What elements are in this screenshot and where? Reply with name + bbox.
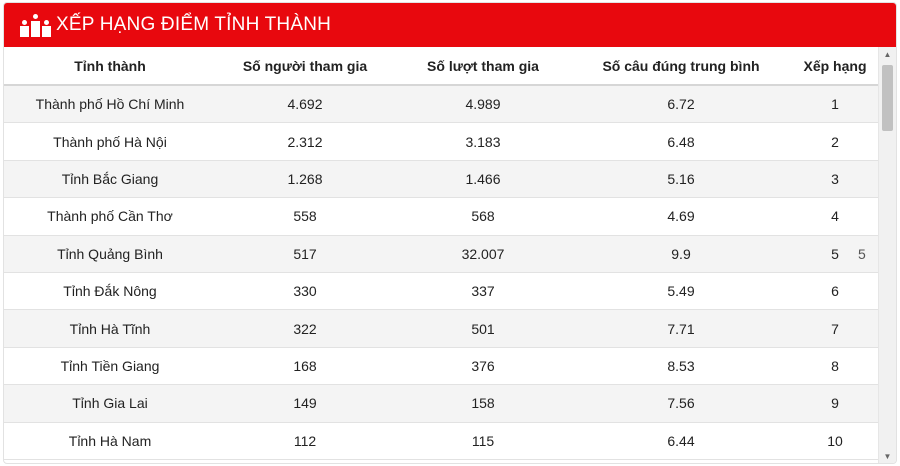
cell-province: Tỉnh Quảng Bình (57, 245, 163, 262)
cell-province: Tỉnh Gia Lai (72, 395, 148, 412)
cell-attempts: 158 (471, 395, 495, 412)
table-row[interactable]: Tỉnh Bắc Giang 1.268 1.466 5.16 3 (4, 160, 880, 199)
cell-participants: 330 (293, 283, 317, 300)
cell-avg-correct: 6.48 (667, 133, 695, 150)
cell-rank: 7 (831, 320, 839, 337)
cell-participants: 149 (293, 395, 317, 412)
cell-rank: 6 (831, 283, 839, 300)
cell-province: Tỉnh Hà Nam (68, 432, 152, 449)
cell-participants: 1.268 (287, 170, 323, 187)
cell-participants: 112 (293, 432, 317, 449)
cell-avg-correct: 6.44 (667, 432, 695, 449)
cell-rank: 8 (831, 357, 839, 374)
table-row[interactable]: Tỉnh Hà Nam 112 115 6.44 10 (4, 423, 880, 460)
table-row[interactable]: Thành phố Hồ Chí Minh 4.692 4.989 6.72 1 (4, 86, 880, 124)
cell-rank: 5 (831, 245, 839, 262)
cell-attempts: 1.466 (465, 170, 501, 187)
column-header-attempts[interactable]: Số lượt tham gia (427, 57, 539, 74)
column-header-province[interactable]: Tỉnh thành (74, 57, 146, 74)
cell-province: Thành phố Hà Nội (53, 133, 167, 150)
cell-participants: 4.692 (287, 96, 323, 113)
cell-avg-correct: 7.71 (667, 320, 695, 337)
cell-attempts: 376 (471, 357, 495, 374)
cell-attempts: 4.989 (465, 96, 501, 113)
table-body: Thành phố Hồ Chí Minh 4.692 4.989 6.72 1 Thàn… (4, 86, 880, 460)
cell-attempts: 337 (471, 283, 495, 300)
cell-province: Tỉnh Bắc Giang (61, 170, 159, 187)
table-row[interactable]: Tỉnh Quảng Bình 517 32.007 9.9 5 (4, 235, 880, 273)
cell-participants: 517 (293, 245, 317, 262)
panel-title: XẾP HẠNG ĐIỂM TỈNH THÀNH (56, 14, 332, 35)
column-header-rank[interactable]: Xếp hạng (803, 57, 867, 74)
province-ranking-panel: XẾP HẠNG ĐIỂM TỈNH THÀNH Tỉnh thành Số n… (3, 2, 897, 464)
cell-attempts: 3.183 (465, 133, 501, 150)
cell-participants: 2.312 (287, 133, 323, 150)
ranking-table: Tỉnh thành Số người tham gia Số lượt tha… (4, 47, 880, 463)
cell-province: Tỉnh Hà Tĩnh (69, 320, 151, 337)
scrollbar-thumb[interactable] (882, 65, 893, 131)
cell-participants: 558 (293, 208, 317, 225)
cell-province: Tỉnh Đắk Nông (63, 283, 157, 300)
table-row[interactable]: Tỉnh Gia Lai 149 158 7.56 9 (4, 385, 880, 423)
cell-attempts: 32.007 (461, 245, 505, 262)
column-header-participants[interactable]: Số người tham gia (242, 57, 368, 74)
cell-province: Thành phố Hồ Chí Minh (35, 96, 185, 113)
cell-avg-correct: 7.56 (667, 395, 695, 412)
cell-avg-correct: 4.69 (667, 208, 695, 225)
cell-rank: 9 (831, 395, 839, 412)
cell-rank: 3 (831, 170, 839, 187)
cell-avg-correct: 9.9 (671, 245, 691, 262)
column-header-avg-correct[interactable]: Số câu đúng trung bình (602, 57, 760, 74)
cell-avg-correct: 5.49 (667, 283, 695, 300)
cell-rank: 1 (831, 96, 839, 113)
table-row[interactable]: Thành phố Cần Thơ 558 568 4.69 4 (4, 198, 880, 236)
cell-rank: 2 (831, 133, 839, 150)
table-row[interactable]: Tỉnh Hà Tĩnh 322 501 7.71 7 (4, 310, 880, 348)
scroll-up-arrow-icon[interactable]: ▲ (883, 50, 892, 59)
cell-attempts: 568 (471, 208, 495, 225)
cell-rank: 10 (827, 432, 843, 449)
cell-participants: 322 (293, 320, 317, 337)
cell-province: Thành phố Cần Thơ (47, 208, 173, 225)
stray-rank-text: 5 (858, 246, 866, 262)
scroll-down-arrow-icon[interactable]: ▼ (883, 452, 892, 461)
podium-icon (18, 12, 52, 38)
cell-province: Tỉnh Tiền Giang (60, 357, 160, 374)
cell-participants: 168 (293, 357, 317, 374)
cell-avg-correct: 8.53 (667, 357, 695, 374)
vertical-scrollbar[interactable]: ▲ ▼ (878, 47, 896, 463)
cell-rank: 4 (831, 208, 839, 225)
table-row[interactable]: Thành phố Hà Nội 2.312 3.183 6.48 2 (4, 123, 880, 161)
panel-header: XẾP HẠNG ĐIỂM TỈNH THÀNH (4, 3, 896, 47)
cell-avg-correct: 5.16 (667, 170, 695, 187)
cell-attempts: 115 (471, 432, 495, 449)
table-row[interactable]: Tỉnh Tiền Giang 168 376 8.53 8 (4, 348, 880, 386)
cell-attempts: 501 (471, 320, 495, 337)
cell-avg-correct: 6.72 (667, 96, 695, 113)
table-header-row: Tỉnh thành Số người tham gia Số lượt tha… (4, 47, 880, 86)
table-row[interactable]: Tỉnh Đắk Nông 330 337 5.49 6 (4, 273, 880, 311)
